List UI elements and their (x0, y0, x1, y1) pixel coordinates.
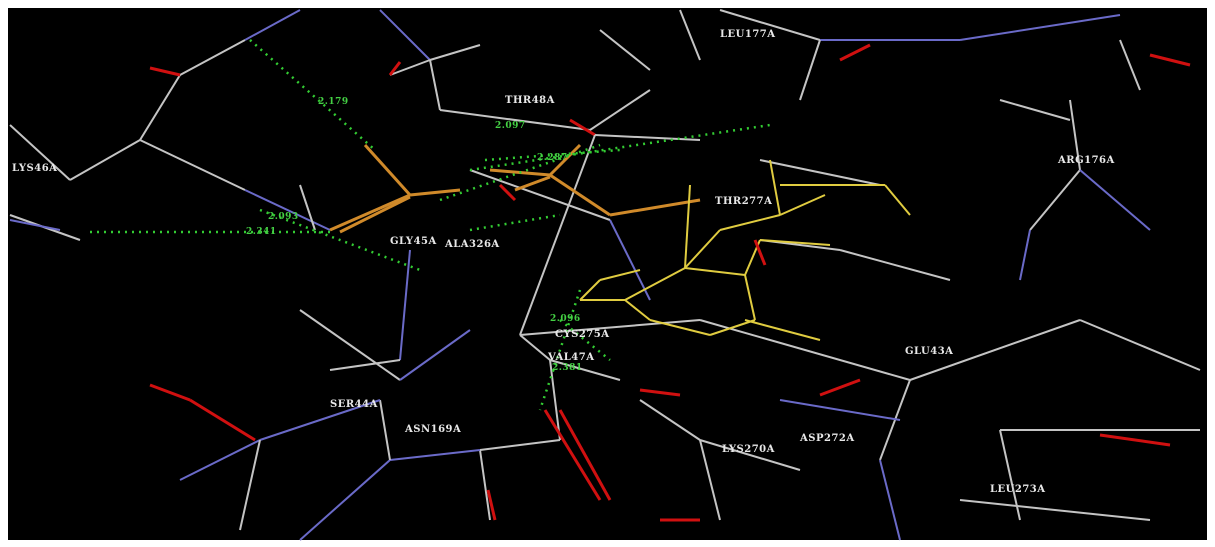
residue-label: CYS275A (555, 329, 609, 340)
distance-label: 2.096 (550, 314, 581, 324)
residue-label: VAL47A (547, 352, 594, 363)
residue-label: ALA326A (444, 239, 500, 250)
viewport-background (8, 8, 1207, 540)
residue-label: ASN169A (404, 424, 461, 435)
residue-label: THR48A (505, 95, 555, 106)
residue-label: SER44A (330, 399, 378, 410)
residue-label: GLY45A (390, 236, 437, 247)
distance-label: 2.341 (246, 227, 277, 237)
residue-label: LYS270A (722, 444, 775, 455)
residue-label: LYS46A (12, 163, 57, 174)
residue-label: ARG176A (1057, 155, 1115, 166)
distance-label: 2.097 (495, 121, 526, 131)
distance-label: 2.179 (318, 97, 349, 107)
molecule-view: LEU177A THR48A LYS46A ARG176A THR277A GLY45A A… (0, 0, 1215, 547)
page: LEU177A THR48A LYS46A ARG176A THR277A GLY45A A… (0, 0, 1215, 547)
distance-label: 2.381 (552, 363, 583, 373)
residue-label: LEU177A (720, 29, 776, 40)
residue-label: GLU43A (905, 346, 953, 357)
distance-label: 2.093 (268, 212, 299, 222)
residue-label: ASP272A (799, 433, 855, 444)
residue-label: THR277A (715, 196, 772, 207)
residue-label: LEU273A (990, 484, 1046, 495)
distance-label: 2.287 (537, 153, 568, 163)
